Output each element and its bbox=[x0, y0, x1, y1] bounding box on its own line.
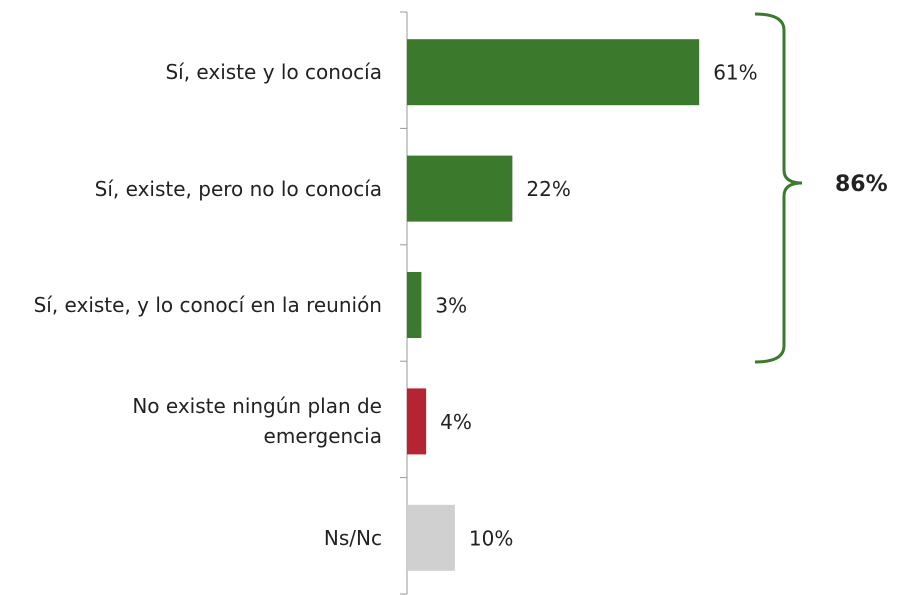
category-label: Ns/Nc bbox=[323, 525, 382, 550]
bracket bbox=[754, 12, 803, 364]
annotation: 86% bbox=[835, 172, 888, 197]
value-label: 10% bbox=[469, 526, 513, 550]
bar bbox=[407, 504, 455, 571]
value-label: 22% bbox=[526, 177, 570, 201]
value-label: 3% bbox=[435, 294, 467, 318]
bar bbox=[407, 39, 700, 106]
value-label: 61% bbox=[713, 61, 757, 85]
bar bbox=[407, 155, 513, 222]
bar bbox=[407, 388, 427, 455]
category-label: Sí, existe, pero no lo conocía bbox=[94, 176, 382, 201]
category-label: Sí, existe y lo conocía bbox=[165, 60, 382, 85]
value-label: 4% bbox=[440, 410, 472, 434]
category-label: Sí, existe, y lo conocí en la reunión bbox=[33, 293, 382, 317]
category-label: No existe ningún plan de emergencia bbox=[132, 394, 382, 449]
bar bbox=[407, 272, 422, 338]
